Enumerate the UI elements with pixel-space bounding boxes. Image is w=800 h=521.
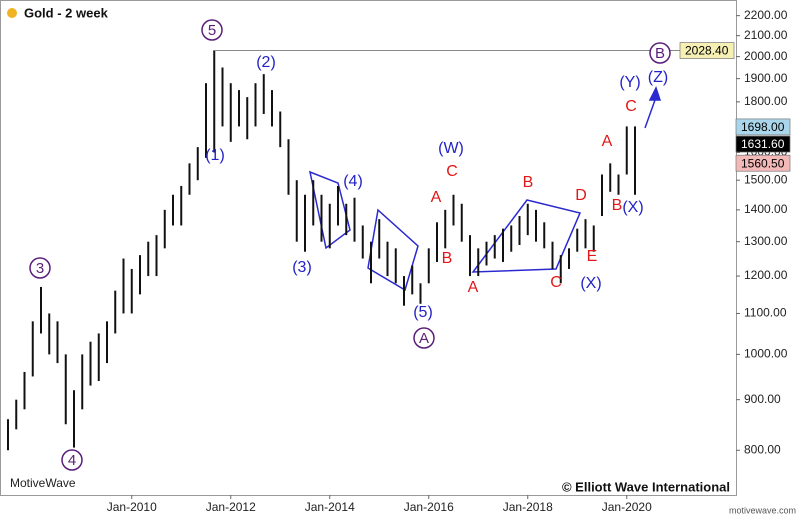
x-tick-label: Jan-2010 (107, 500, 157, 514)
wave-label: (X) (622, 199, 643, 216)
wave-label: (Z) (648, 69, 668, 86)
wave-circle (61, 449, 83, 471)
x-tick-label: Jan-2018 (503, 500, 553, 514)
wave-label: (X) (580, 275, 601, 292)
price-label: 1631.60 (741, 137, 785, 151)
brand: MotiveWave (10, 476, 76, 490)
wave-label: 3 (36, 260, 44, 277)
wave-label: (W) (438, 140, 464, 157)
y-tick-label: 1400.00 (744, 202, 788, 216)
wave-label: (1) (205, 147, 225, 164)
price-label-box (735, 135, 791, 153)
wave-circle (413, 327, 435, 349)
wave-label: A (468, 279, 479, 296)
wave-label: (Y) (619, 74, 640, 91)
price-label-box (679, 42, 735, 59)
price-label-box (735, 154, 791, 172)
plot-frame (0, 0, 737, 496)
arrow (644, 99, 656, 129)
y-tick-label: 1900.00 (744, 71, 788, 85)
wave-label: C (446, 163, 458, 180)
site: motivewave.com (729, 505, 796, 515)
wave-label: A (419, 330, 429, 347)
price-label: 1698.00 (741, 120, 785, 134)
y-tick-label: 2100.00 (744, 28, 788, 42)
wave-label: E (587, 248, 598, 265)
wave-circle (201, 19, 223, 41)
x-tick-label: Jan-2016 (404, 500, 454, 514)
y-tick-label: 1300.00 (744, 234, 788, 248)
y-tick-label: 1200.00 (744, 268, 788, 282)
wave-label: A (602, 133, 613, 150)
wave-label: A (431, 189, 442, 206)
channel (471, 199, 582, 273)
y-tick-label: 1500.00 (744, 172, 788, 186)
y-tick-label: 800.00 (744, 442, 781, 456)
y-tick-label: 2200.00 (744, 8, 788, 22)
wave-circle (649, 42, 671, 64)
wave-label: C (550, 274, 562, 291)
x-tick-label: Jan-2014 (305, 500, 355, 514)
credit: © Elliott Wave International (562, 479, 730, 494)
y-tick-label: 1000.00 (744, 347, 788, 361)
y-tick-label: 1100.00 (744, 306, 787, 320)
x-tick-label: Jan-2020 (602, 500, 652, 514)
price-label-box (735, 118, 791, 136)
y-tick-label: 1800.00 (744, 94, 788, 108)
y-tick-label: 2000.00 (744, 49, 788, 63)
wave-label: 5 (208, 22, 216, 39)
wave-label: (2) (256, 54, 276, 71)
wave-label: D (575, 187, 587, 204)
wave-circle (29, 257, 51, 279)
wave-label: 4 (68, 452, 76, 469)
wave-label: B (523, 174, 534, 191)
wave-label: B (442, 250, 453, 267)
wave-label: (3) (292, 259, 312, 276)
price-label: 2028.40 (685, 44, 729, 58)
x-tick-label: Jan-2012 (206, 500, 256, 514)
wave-label: (5) (413, 304, 433, 321)
wave-label: (4) (343, 173, 363, 190)
arrow-head (648, 86, 662, 101)
chart-title: Gold - 2 week (24, 5, 109, 20)
wave-label: B (612, 197, 623, 214)
wave-label: C (625, 98, 637, 115)
price-label: 1560.50 (741, 156, 785, 170)
y-tick-label: 900.00 (744, 392, 781, 406)
title-dot (7, 8, 17, 18)
wave-label: B (655, 45, 665, 62)
